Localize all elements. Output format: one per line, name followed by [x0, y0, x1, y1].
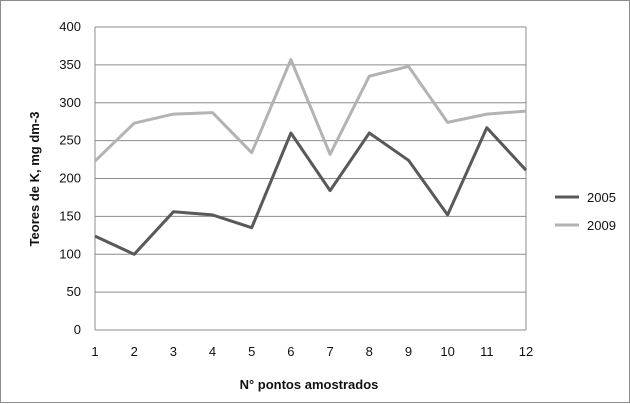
y-tick-label: 100	[59, 246, 81, 261]
x-tick-labels: 1 2 3 4 5 6 7 8 9 10 11 12	[91, 344, 533, 359]
x-axis-title: N° pontos amostrados	[240, 377, 379, 392]
y-tick-label: 200	[59, 171, 81, 186]
series-lines	[93, 58, 528, 256]
y-tick-label: 50	[67, 284, 81, 299]
x-tick-label: 1	[91, 344, 98, 359]
x-tick-label: 6	[287, 344, 294, 359]
y-tick-label: 400	[59, 19, 81, 34]
x-tick-label: 4	[209, 344, 216, 359]
y-tick-label: 300	[59, 95, 81, 110]
legend-label: 2009	[587, 218, 616, 233]
y-tick-label: 250	[59, 133, 81, 148]
legend-label: 2005	[587, 190, 616, 205]
legend: 2005 2009	[555, 190, 616, 233]
x-tick-label: 12	[519, 344, 533, 359]
y-tick-label: 350	[59, 57, 81, 72]
gridlines	[95, 26, 526, 331]
x-tick-label: 11	[480, 344, 494, 359]
x-tick-label: 10	[440, 344, 454, 359]
series-line-2009	[93, 58, 527, 163]
x-tick-label: 5	[248, 344, 255, 359]
y-tick-label: 0	[74, 322, 81, 337]
x-tick-label: 2	[131, 344, 138, 359]
y-tick-label: 150	[59, 208, 81, 223]
axes	[94, 27, 527, 331]
y-axis-title: Teores de K, mg dm-3	[27, 112, 42, 247]
x-tick-label: 3	[170, 344, 177, 359]
y-tick-labels: 0 50 100 150 200 250 300 350 400	[59, 19, 81, 337]
x-tick-label: 8	[366, 344, 373, 359]
series-line-2005	[94, 126, 528, 256]
x-tick-label: 9	[405, 344, 412, 359]
x-tick-label: 7	[326, 344, 333, 359]
